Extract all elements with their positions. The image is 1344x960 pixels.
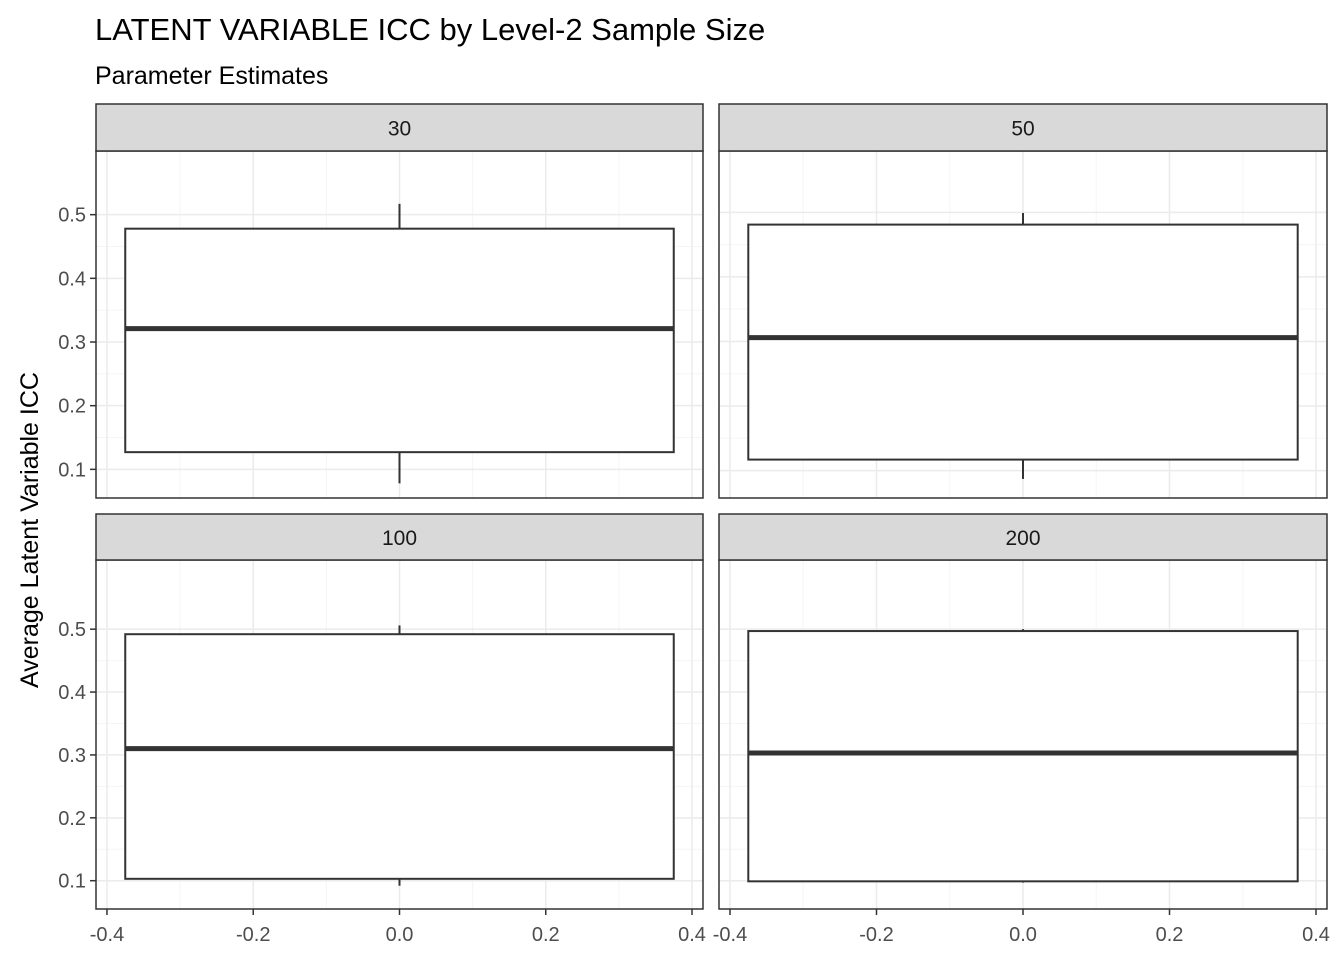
- facet-strip-label: 50: [1011, 118, 1034, 141]
- chart-subtitle: Parameter Estimates: [95, 62, 328, 90]
- y-tick-label: 0.1: [58, 871, 86, 893]
- facet-strip-label: 30: [388, 118, 411, 141]
- facet-panels: 30 0.1 0.2 0.3 0.4 0.5 50 100 0.1 0.2 0.3 0.4 0.5 -0.…: [58, 103, 1330, 946]
- y-tick-label: 0.3: [58, 332, 86, 354]
- x-tick-label: -0.2: [236, 924, 270, 946]
- y-tick-label: 0.2: [58, 808, 86, 830]
- y-tick-label: 0.4: [58, 268, 86, 290]
- facet-strip: [718, 513, 1328, 561]
- facet-strip: [95, 513, 704, 561]
- x-tick-label: 0.0: [386, 924, 414, 946]
- facet-strip-label: 200: [1005, 527, 1040, 550]
- facet-panel-50: 50: [718, 103, 1328, 499]
- box-iqr: [124, 227, 675, 454]
- facet-strip-label: 100: [382, 527, 417, 550]
- y-axis-label: Average Latent Variable ICC: [16, 372, 44, 688]
- facet-strip: [718, 103, 1328, 152]
- chart-title: LATENT VARIABLE ICC by Level-2 Sample Si…: [95, 12, 765, 47]
- x-tick-label: -0.4: [90, 924, 124, 946]
- x-tick-label: 0.2: [532, 924, 560, 946]
- y-tick-label: 0.5: [58, 205, 86, 227]
- box-iqr: [124, 633, 675, 880]
- x-tick-label: 0.2: [1156, 924, 1184, 946]
- facet-panel-200: 200 -0.4 -0.2 0.0 0.2 0.4: [713, 513, 1330, 946]
- y-tick-label: 0.5: [58, 619, 86, 641]
- y-tick-label: 0.3: [58, 745, 86, 767]
- x-tick-label: -0.2: [859, 924, 893, 946]
- facet-strip: [95, 103, 704, 152]
- x-tick-label: 0.0: [1009, 924, 1037, 946]
- y-tick-label: 0.2: [58, 396, 86, 418]
- facet-panel-30: 30 0.1 0.2 0.3 0.4 0.5: [58, 103, 704, 499]
- facet-panel-100: 100 0.1 0.2 0.3 0.4 0.5 -0.4 -0.2 0.0 0.2 0.4: [58, 513, 706, 946]
- y-tick-label: 0.4: [58, 682, 86, 704]
- box-iqr: [747, 223, 1299, 461]
- x-tick-label: 0.4: [1302, 924, 1330, 946]
- x-tick-label: -0.4: [713, 924, 747, 946]
- box-iqr: [747, 630, 1299, 883]
- x-tick-label: 0.4: [678, 924, 706, 946]
- y-tick-label: 0.1: [58, 459, 86, 481]
